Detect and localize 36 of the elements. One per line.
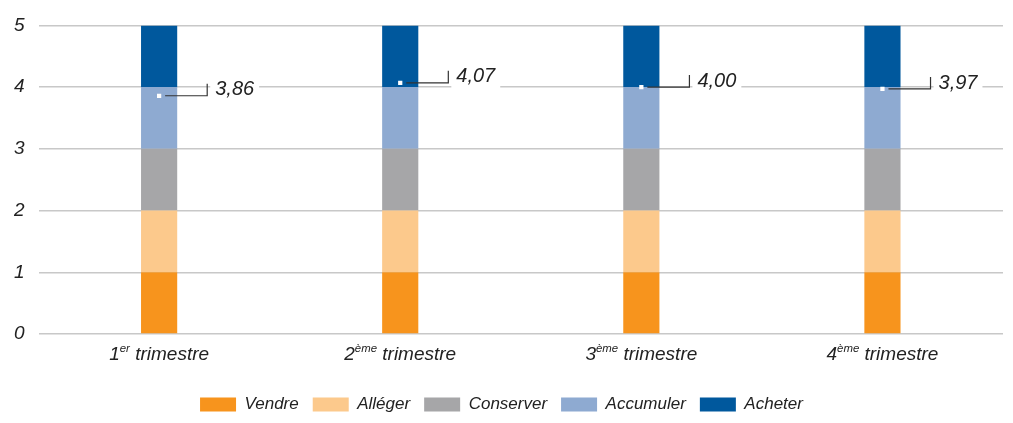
- data-label: 3,86: [215, 77, 256, 100]
- data-label: 4,00: [697, 68, 737, 91]
- legend-label: Acheter: [743, 394, 805, 414]
- y-tick-label: 0: [13, 322, 25, 344]
- y-tick-label: 5: [13, 13, 25, 35]
- bar: [382, 25, 419, 88]
- legend-label: Conserver: [468, 394, 549, 414]
- bar: [141, 87, 178, 149]
- bar: [864, 87, 901, 149]
- point: [880, 86, 885, 92]
- bar: [141, 210, 178, 273]
- data-label: 4,07: [456, 64, 497, 87]
- legend-label: Accumuler: [604, 394, 688, 414]
- bar: [382, 87, 419, 149]
- bar: [864, 210, 901, 273]
- bar: [623, 210, 660, 273]
- bar: [141, 148, 178, 211]
- bar: [864, 148, 901, 211]
- legend-label: Vendre: [244, 394, 299, 414]
- bar: [623, 148, 660, 211]
- legend-label: Alléger: [356, 394, 412, 414]
- bar: [864, 272, 901, 334]
- bar: [382, 272, 419, 334]
- bar: [864, 25, 901, 88]
- y-tick-label: 1: [13, 260, 25, 282]
- bar: [623, 25, 660, 88]
- y-tick-label: 3: [13, 137, 25, 159]
- bar: [382, 210, 419, 273]
- data-label: 3,97: [938, 70, 979, 93]
- bar: [141, 272, 178, 334]
- bar: [382, 148, 419, 211]
- bar: [623, 272, 660, 334]
- bar: [623, 87, 660, 149]
- bar: [141, 25, 178, 88]
- y-tick-label: 2: [12, 198, 25, 220]
- y-tick-label: 4: [13, 75, 25, 97]
